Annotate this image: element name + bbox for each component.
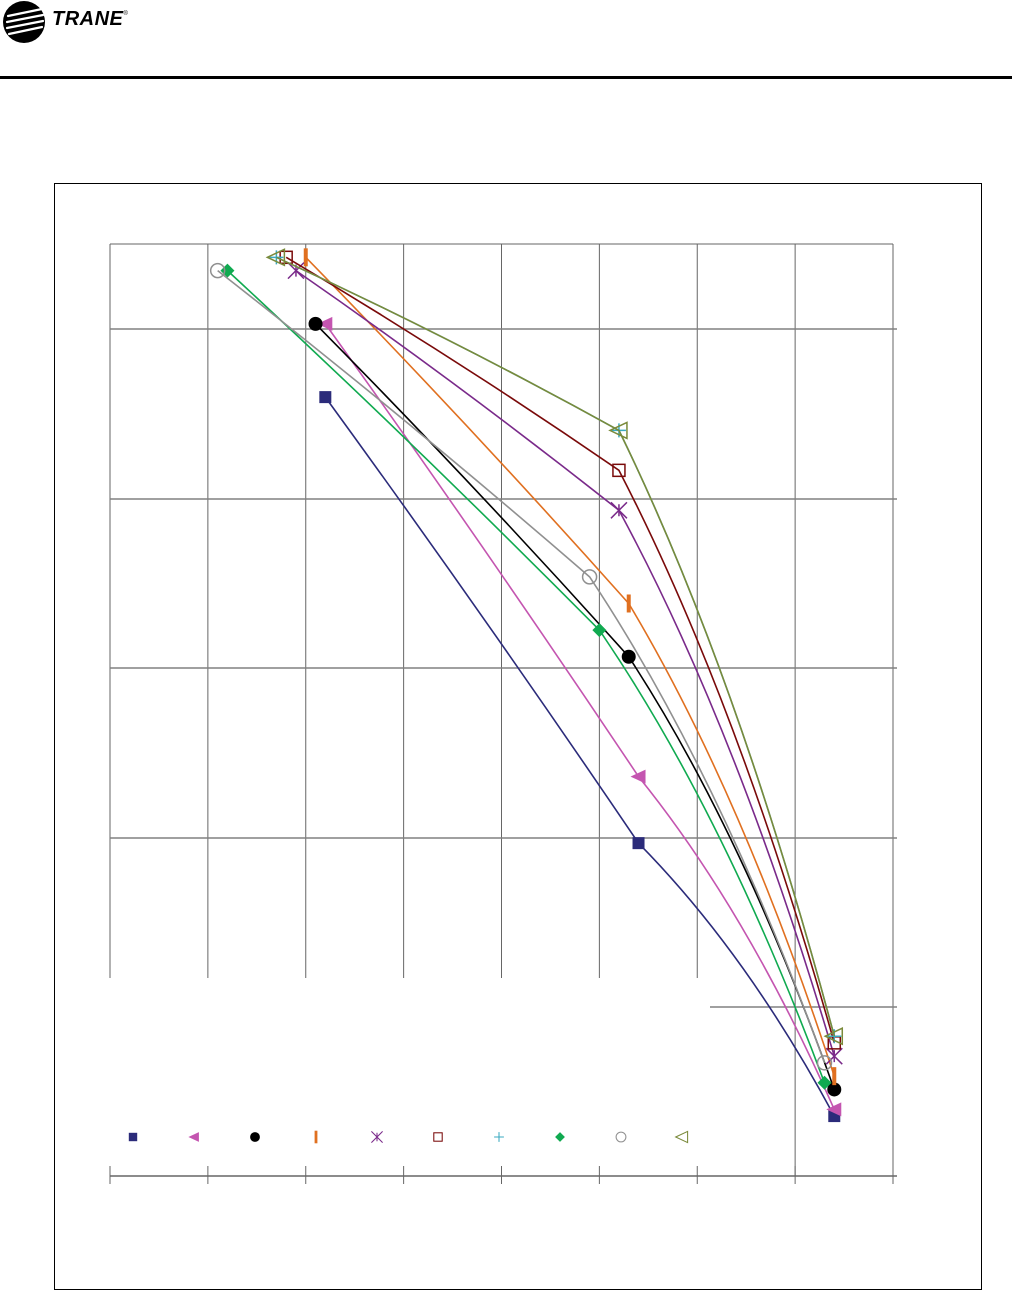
data-point xyxy=(621,649,636,664)
data-point xyxy=(592,623,607,638)
data-point xyxy=(209,262,226,279)
brand-text: TRANE xyxy=(52,8,124,30)
data-point xyxy=(303,248,308,267)
data-point xyxy=(817,1075,832,1090)
series-line xyxy=(276,256,836,1037)
data-point xyxy=(832,1067,837,1086)
data-point xyxy=(626,594,631,613)
series-line xyxy=(295,269,836,1057)
series-line xyxy=(226,270,826,1084)
data-point xyxy=(308,316,323,331)
legend-marker xyxy=(615,1131,627,1143)
data-point xyxy=(826,1102,842,1117)
data-point xyxy=(827,1082,842,1097)
legend-marker xyxy=(128,1132,138,1142)
data-point xyxy=(630,769,646,784)
legend-marker xyxy=(188,1132,199,1142)
series-line xyxy=(324,396,835,1117)
data-point xyxy=(825,1047,843,1065)
brand-name: TRANE® xyxy=(52,8,128,31)
data-point xyxy=(319,391,332,404)
series-line xyxy=(285,256,836,1044)
series-line xyxy=(217,269,826,1064)
series-line xyxy=(276,256,836,1037)
data-point xyxy=(287,262,305,280)
legend-marker xyxy=(433,1132,443,1142)
data-point xyxy=(612,463,626,478)
legend-marker xyxy=(314,1130,318,1144)
page-header: TRANE® xyxy=(0,0,1012,80)
data-point xyxy=(823,1027,844,1046)
trane-logo-icon xyxy=(3,1,45,43)
legend-marker xyxy=(250,1132,260,1142)
series-line xyxy=(324,323,836,1110)
series-line xyxy=(314,323,836,1090)
data-point xyxy=(816,1055,833,1071)
chart-frame xyxy=(54,183,982,1290)
data-point xyxy=(317,316,333,331)
legend-marker xyxy=(494,1132,504,1142)
legend-marker xyxy=(674,1130,689,1144)
data-point xyxy=(608,421,628,440)
data-point xyxy=(610,501,628,519)
brand-registered-mark: ® xyxy=(123,11,129,17)
legend-marker xyxy=(555,1132,565,1142)
data-point xyxy=(632,837,645,850)
legend-marker xyxy=(371,1131,383,1143)
data-point xyxy=(265,248,286,267)
data-point xyxy=(581,569,598,585)
header-rule xyxy=(0,76,1012,79)
series-line xyxy=(305,256,836,1077)
